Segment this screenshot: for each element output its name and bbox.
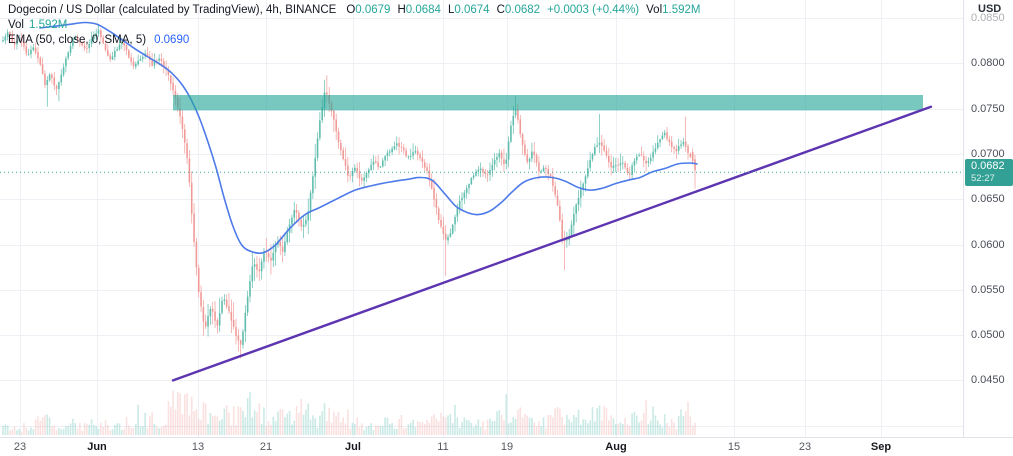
candlestick-series — [2, 24, 696, 359]
change-value: +0.0003 (+0.44%) — [547, 4, 640, 16]
volume-series — [2, 390, 696, 435]
trendline[interactable] — [171, 105, 933, 382]
price-axis-label: 0.0800 — [971, 57, 1005, 70]
ohlc-close: C0.0682 — [496, 4, 541, 16]
legend-ema-row[interactable]: EMA (50, close, 0, SMA, 5) 0.0690 — [8, 33, 708, 48]
price-axis-label: 0.0700 — [971, 147, 1005, 160]
ohlc-low: L0.0674 — [447, 4, 490, 16]
bar-countdown: 52:27 — [971, 173, 995, 185]
header-volume: Vol1.592M — [646, 4, 701, 16]
price-axis-label: 0.0650 — [971, 193, 1005, 206]
ohlc-open: O0.0679 — [346, 4, 391, 16]
legend-volume-row[interactable]: Vol 1.592M — [8, 18, 708, 33]
price-chart[interactable] — [0, 0, 963, 437]
symbol-title[interactable]: Dogecoin / US Dollar (calculated by Trad… — [8, 4, 337, 16]
chart-legend: Dogecoin / US Dollar (calculated by Trad… — [8, 3, 708, 48]
price-axis-label: 0.0850 — [971, 12, 1005, 24]
price-axis[interactable]: USD 0.0682 52:27 0.0850 0.0800 0.0750 0.070… — [963, 0, 1013, 437]
last-price-value: 0.0682 — [971, 160, 1005, 173]
time-axis-label: 23 — [798, 441, 812, 453]
time-axis-label: 23 — [13, 441, 27, 453]
price-axis-label: 0.0500 — [971, 329, 1005, 342]
last-price-badge: 0.0682 52:27 — [965, 159, 1013, 187]
time-axis-label: 21 — [259, 441, 273, 453]
price-axis-label: 0.0450 — [971, 374, 1005, 387]
time-axis-label: 13 — [191, 441, 205, 453]
time-axis-label: 19 — [500, 441, 514, 453]
ema-indicator-value: 0.0690 — [154, 34, 190, 46]
time-axis[interactable]: 23 Jun 13 21 Jul 11 19 Aug 15 23 Sep — [0, 437, 1013, 456]
volume-indicator-value: 1.592M — [29, 19, 68, 31]
time-axis-label: Jul — [345, 441, 361, 453]
volume-indicator-label: Vol — [8, 19, 24, 31]
time-axis-label: Aug — [605, 441, 627, 453]
legend-symbol-row[interactable]: Dogecoin / US Dollar (calculated by Trad… — [8, 3, 708, 18]
price-axis-label: 0.0550 — [971, 283, 1005, 296]
resistance-zone[interactable] — [173, 95, 923, 111]
grid — [0, 0, 963, 437]
time-axis-label: 11 — [437, 441, 449, 453]
time-axis-label: 15 — [727, 441, 741, 453]
price-axis-label: 0.0600 — [971, 238, 1005, 251]
ohlc-high: H0.0684 — [397, 4, 441, 16]
time-axis-label: Jun — [87, 441, 107, 453]
price-axis-label: 0.0750 — [971, 102, 1005, 115]
currency-label: USD — [978, 3, 1002, 15]
ema-line[interactable] — [39, 21, 698, 254]
time-axis-label: Sep — [870, 441, 892, 453]
ema-indicator-label: EMA (50, close, 0, SMA, 5) — [8, 34, 147, 46]
